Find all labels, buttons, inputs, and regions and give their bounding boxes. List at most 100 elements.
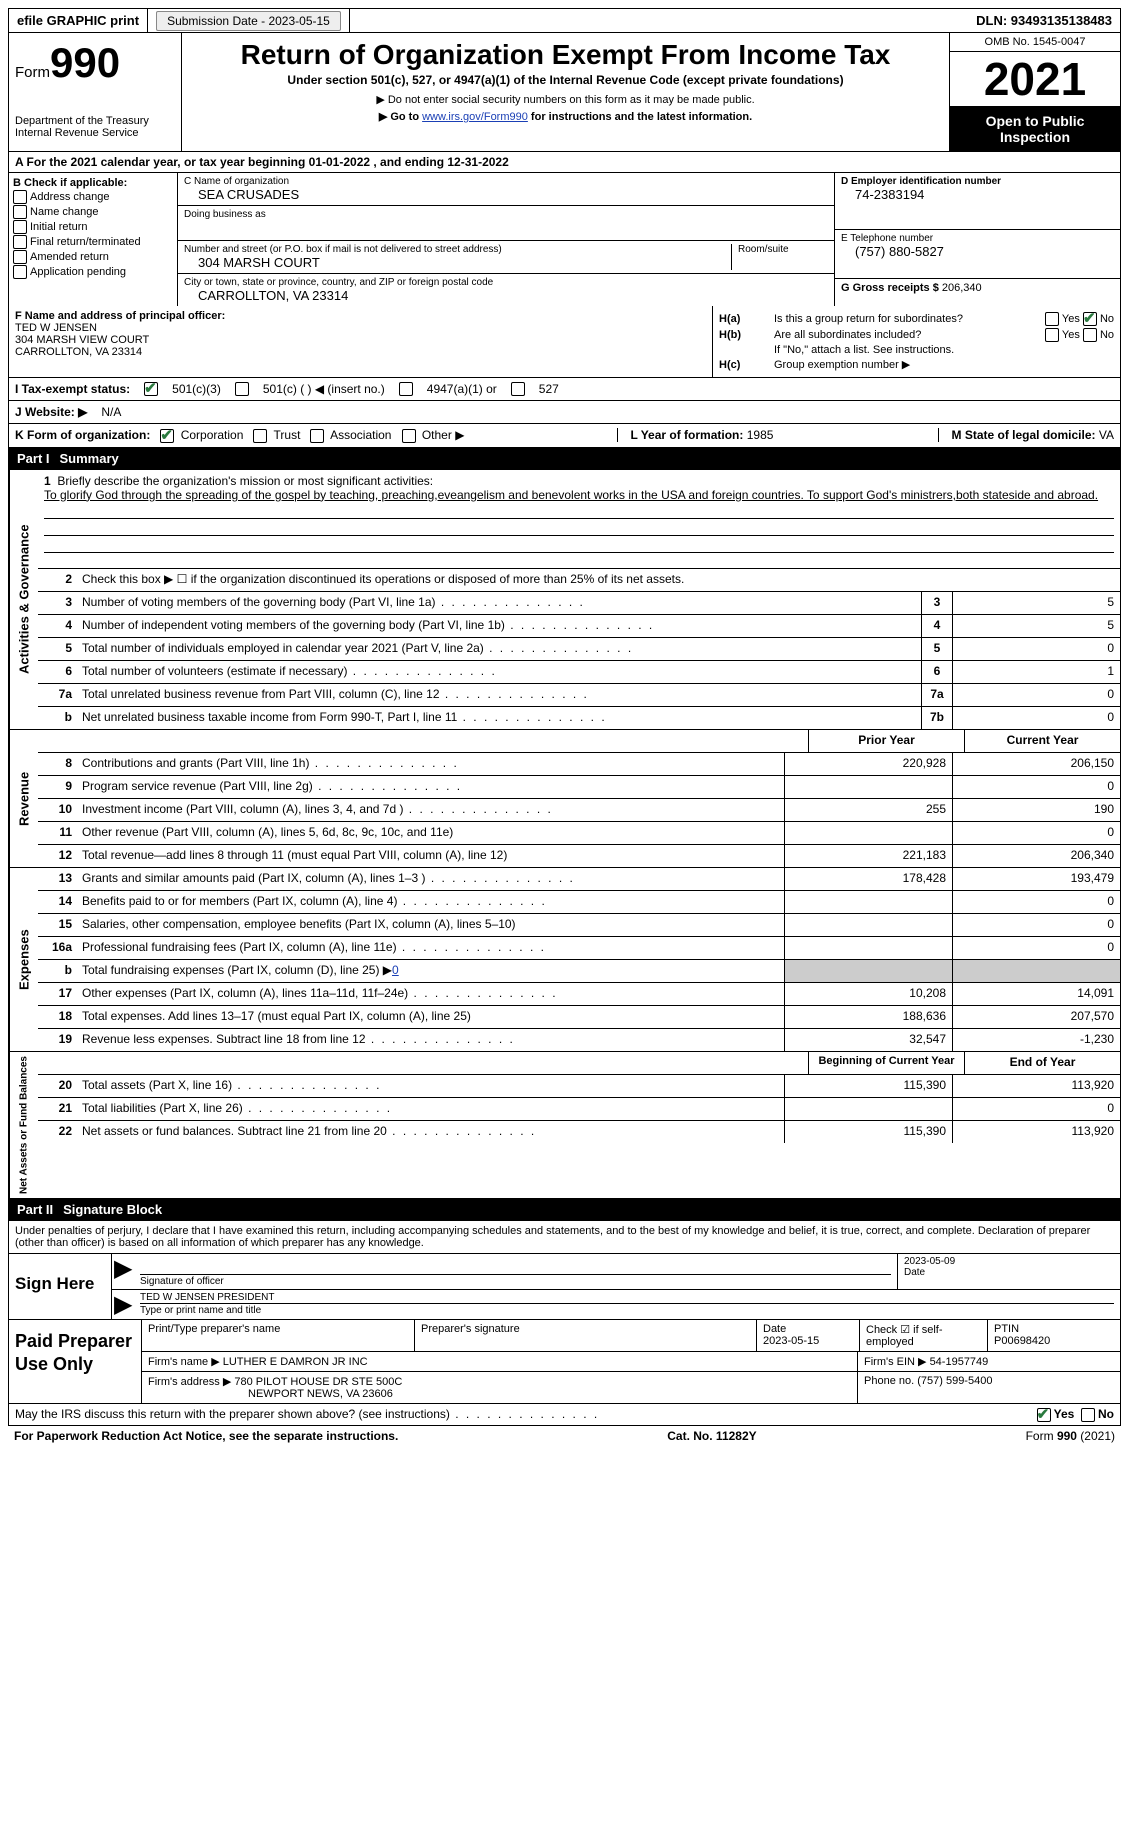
line2: Check this box ▶ ☐ if the organization d… — [78, 569, 1120, 591]
side-label-ag: Activities & Governance — [9, 470, 38, 729]
checkbox-discuss-yes[interactable] — [1037, 1408, 1051, 1422]
row-klm: K Form of organization: Corporation Trus… — [8, 424, 1121, 448]
p14 — [784, 891, 952, 913]
ein-label: D Employer identification number — [841, 176, 1114, 187]
dept-label: Department of the Treasury — [15, 115, 175, 127]
c17: 14,091 — [952, 983, 1120, 1005]
c18: 207,570 — [952, 1006, 1120, 1028]
note-link: ▶ Go to www.irs.gov/Form990 for instruct… — [186, 110, 945, 123]
submission-date-button[interactable]: Submission Date - 2023-05-15 — [156, 11, 341, 31]
checkbox-ha-no[interactable] — [1083, 312, 1097, 326]
line13: Grants and similar amounts paid (Part IX… — [78, 868, 784, 890]
side-label-exp: Expenses — [9, 868, 38, 1051]
c15: 0 — [952, 914, 1120, 936]
c9: 0 — [952, 776, 1120, 798]
ha-label: H(a) — [719, 313, 774, 325]
c11: 0 — [952, 822, 1120, 844]
p16b — [784, 960, 952, 982]
p22: 115,390 — [784, 1121, 952, 1143]
discuss-row: May the IRS discuss this return with the… — [8, 1404, 1121, 1426]
checkbox-4947[interactable] — [399, 382, 413, 396]
checkbox-501c3[interactable] — [144, 382, 158, 396]
irs-label: Internal Revenue Service — [15, 127, 175, 139]
revenue-section: Revenue Prior YearCurrent Year 8Contribu… — [8, 730, 1121, 868]
prep-date: 2023-05-15 — [763, 1335, 819, 1347]
c10: 190 — [952, 799, 1120, 821]
line4: Number of independent voting members of … — [78, 615, 921, 637]
tax-year: 2021 — [950, 52, 1120, 107]
checkbox-application-pending[interactable] — [13, 265, 27, 279]
hc-text: Group exemption number ▶ — [774, 358, 1114, 371]
net-assets-section: Net Assets or Fund Balances Beginning of… — [8, 1052, 1121, 1199]
checkbox-discuss-no[interactable] — [1081, 1408, 1095, 1422]
val7a: 0 — [952, 684, 1120, 706]
c22: 113,920 — [952, 1121, 1120, 1143]
dln-label: DLN: 93493135138483 — [968, 9, 1120, 32]
officer-name-title: TED W JENSEN PRESIDENT — [140, 1292, 1114, 1303]
officer-addr2: CARROLLTON, VA 23314 — [15, 346, 142, 358]
sign-here-section: Sign Here ▶ Signature of officer 2023-05… — [8, 1254, 1121, 1320]
current-year-header: Current Year — [964, 730, 1120, 752]
line9: Program service revenue (Part VIII, line… — [78, 776, 784, 798]
firm-addr2: NEWPORT NEWS, VA 23606 — [148, 1388, 393, 1400]
p13: 178,428 — [784, 868, 952, 890]
line1-label: Briefly describe the organization's miss… — [57, 474, 433, 488]
p15 — [784, 914, 952, 936]
line14: Benefits paid to or for members (Part IX… — [78, 891, 784, 913]
checkbox-other[interactable] — [402, 429, 416, 443]
prep-sig-label: Preparer's signature — [415, 1320, 757, 1351]
val4: 5 — [952, 615, 1120, 637]
checkbox-527[interactable] — [511, 382, 525, 396]
part2-header: Part II Signature Block — [8, 1199, 1121, 1221]
footer-final: For Paperwork Reduction Act Notice, see … — [8, 1426, 1121, 1446]
checkbox-amended[interactable] — [13, 250, 27, 264]
checkbox-trust[interactable] — [253, 429, 267, 443]
line16b: Total fundraising expenses (Part IX, col… — [78, 960, 784, 982]
p8: 220,928 — [784, 753, 952, 775]
line10: Investment income (Part VIII, column (A)… — [78, 799, 784, 821]
section-bcd: B Check if applicable: Address change Na… — [8, 173, 1121, 306]
arrow-icon: ▶ — [112, 1254, 134, 1289]
checkbox-hb-no[interactable] — [1083, 328, 1097, 342]
line12: Total revenue—add lines 8 through 11 (mu… — [78, 845, 784, 867]
checkbox-hb-yes[interactable] — [1045, 328, 1059, 342]
officer-addr1: 304 MARSH VIEW COURT — [15, 334, 149, 346]
c12: 206,340 — [952, 845, 1120, 867]
checkbox-assoc[interactable] — [310, 429, 324, 443]
ein: 74-2383194 — [841, 187, 1114, 202]
checkbox-name-change[interactable] — [13, 205, 27, 219]
line1-mission: To glorify God through the spreading of … — [44, 488, 1098, 502]
omb-number: OMB No. 1545-0047 — [950, 33, 1120, 52]
paid-preparer-label: Paid Preparer Use Only — [9, 1320, 142, 1403]
checkbox-ha-yes[interactable] — [1045, 312, 1059, 326]
firm-name: LUTHER E DAMRON JR INC — [223, 1356, 368, 1368]
firm-phone: (757) 599-5400 — [917, 1375, 992, 1387]
line7b: Net unrelated business taxable income fr… — [78, 707, 921, 729]
c16a: 0 — [952, 937, 1120, 959]
form-title: Return of Organization Exempt From Incom… — [186, 39, 945, 71]
gross-receipts: 206,340 — [942, 282, 982, 294]
p12: 221,183 — [784, 845, 952, 867]
checkbox-corp[interactable] — [160, 429, 174, 443]
line8: Contributions and grants (Part VIII, lin… — [78, 753, 784, 775]
boy-header: Beginning of Current Year — [808, 1052, 964, 1074]
p11 — [784, 822, 952, 844]
org-name-label: C Name of organization — [184, 176, 828, 187]
checkbox-initial-return[interactable] — [13, 220, 27, 234]
date-label: Date — [904, 1267, 1114, 1278]
checkbox-501c[interactable] — [235, 382, 249, 396]
firm-ein: 54-1957749 — [930, 1356, 989, 1368]
line7a: Total unrelated business revenue from Pa… — [78, 684, 921, 706]
checkbox-final-return[interactable] — [13, 235, 27, 249]
prep-name-label: Print/Type preparer's name — [142, 1320, 415, 1351]
irs-link[interactable]: www.irs.gov/Form990 — [422, 111, 528, 123]
city: CARROLLTON, VA 23314 — [184, 288, 828, 303]
line6: Total number of volunteers (estimate if … — [78, 661, 921, 683]
p10: 255 — [784, 799, 952, 821]
checkbox-address-change[interactable] — [13, 190, 27, 204]
room-label: Room/suite — [738, 244, 828, 255]
line3: Number of voting members of the governin… — [78, 592, 921, 614]
sig-officer-label: Signature of officer — [140, 1274, 891, 1287]
open-to-public: Open to Public Inspection — [950, 107, 1120, 151]
form-subtitle: Under section 501(c), 527, or 4947(a)(1)… — [186, 73, 945, 87]
